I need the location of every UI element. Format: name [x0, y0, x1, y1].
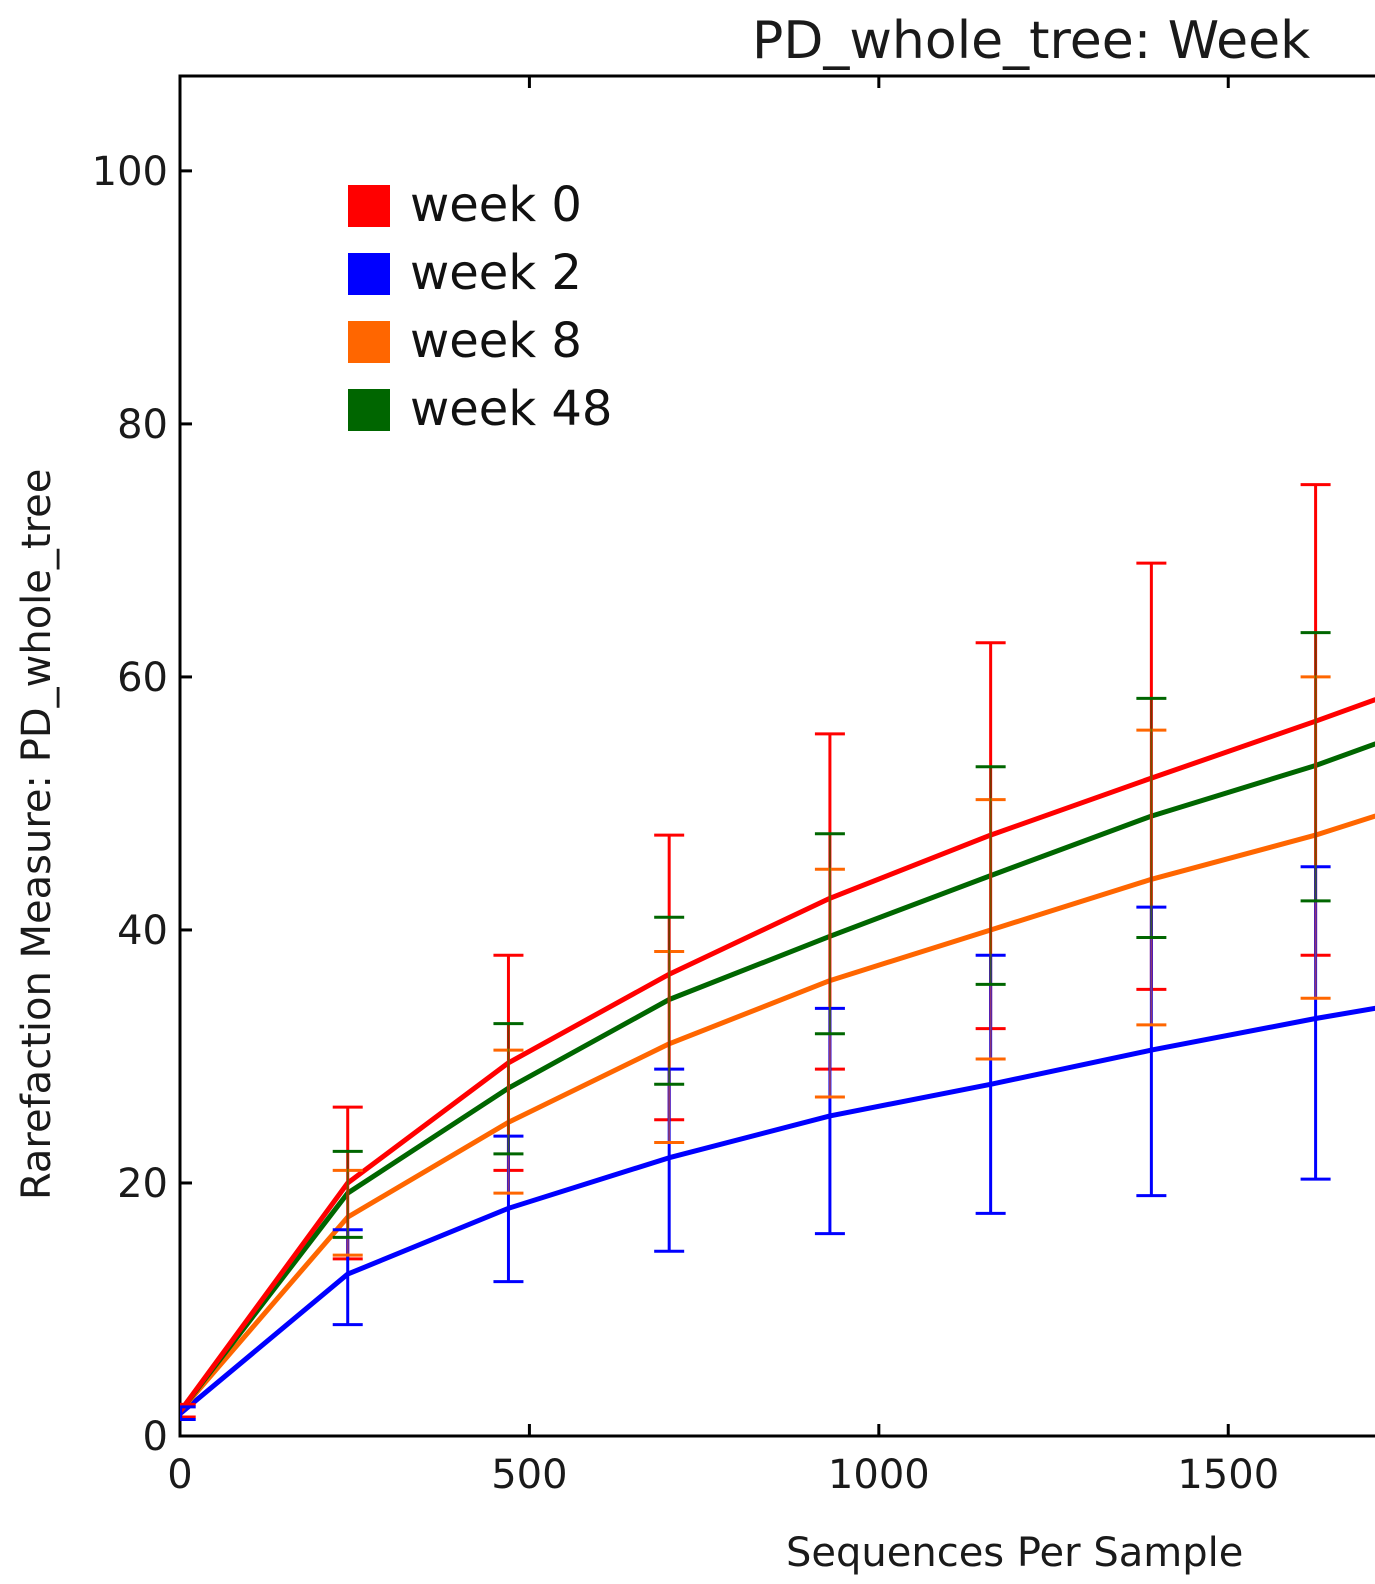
- y-tick-label: 100: [92, 149, 168, 195]
- y-tick-label: 60: [117, 655, 168, 701]
- y-tick-label: 0: [143, 1414, 168, 1460]
- x-tick-label: 500: [491, 1452, 567, 1498]
- error-bars-layer: [180, 483, 1331, 1422]
- legend-label-week-2: week 2: [410, 245, 582, 301]
- y-tick-label: 20: [117, 1161, 168, 1207]
- legend-label-week-48: week 48: [410, 381, 612, 437]
- x-tick-label: 1500: [1177, 1452, 1279, 1498]
- legend: week 0 week 2 week 8 week 48: [348, 177, 612, 437]
- y-tick-label: 40: [117, 908, 168, 954]
- x-axis-label: Sequences Per Sample: [786, 1530, 1243, 1576]
- chart-title: PD_whole_tree: Week: [752, 11, 1310, 71]
- legend-label-week-0: week 0: [410, 177, 582, 233]
- series-line-week-8: [180, 813, 1375, 1414]
- legend-swatch-week-0: [348, 185, 390, 227]
- ticks-layer: 0 500 1000 1500 0 20 40 60 80 100: [92, 76, 1279, 1498]
- series-layer: [180, 697, 1375, 1416]
- legend-swatch-week-8: [348, 321, 390, 363]
- series-line-week-48: [180, 741, 1375, 1414]
- series-line-week-0: [180, 697, 1375, 1414]
- x-tick-label: 0: [167, 1452, 192, 1498]
- legend-swatch-week-48: [348, 389, 390, 431]
- legend-swatch-week-2: [348, 253, 390, 295]
- y-axis-label: Rarefaction Measure: PD_whole_tree: [14, 469, 60, 1200]
- legend-label-week-8: week 8: [410, 313, 582, 369]
- x-tick-label: 1000: [828, 1452, 930, 1498]
- y-tick-label: 80: [117, 402, 168, 448]
- plot-frame: [178, 74, 1375, 1438]
